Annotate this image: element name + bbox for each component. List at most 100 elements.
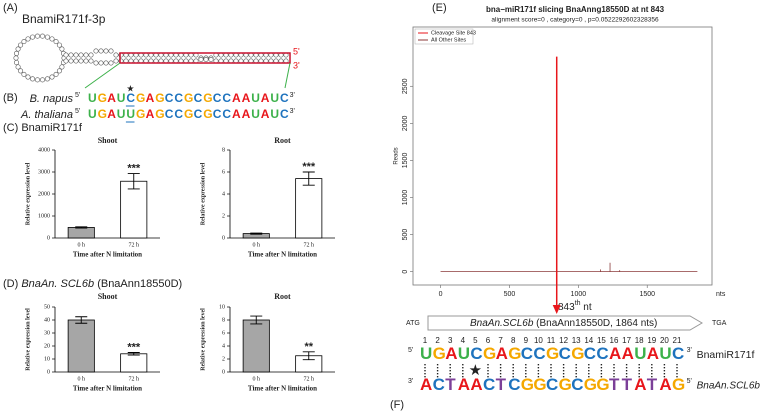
nucleotide bbox=[203, 56, 209, 62]
y-tick-label: 0 bbox=[47, 235, 50, 241]
position: 14 bbox=[584, 336, 593, 345]
y-tick-label: 1000 bbox=[402, 190, 409, 206]
base: G bbox=[483, 344, 496, 363]
base: C bbox=[174, 91, 183, 105]
nucleotide bbox=[68, 52, 74, 58]
base: U bbox=[458, 344, 470, 363]
arrow-unit: nt bbox=[581, 302, 592, 313]
base: G bbox=[508, 344, 521, 363]
base: U bbox=[88, 91, 97, 105]
nucleotide bbox=[53, 39, 59, 45]
panel-label: (C) bbox=[3, 122, 18, 134]
five-prime: 5' bbox=[687, 378, 692, 385]
base: A bbox=[242, 91, 251, 105]
base: C bbox=[508, 375, 520, 394]
base: G bbox=[98, 107, 107, 121]
three-prime: 3' bbox=[293, 60, 300, 70]
position: 5 bbox=[473, 336, 478, 345]
base: A bbox=[458, 375, 470, 394]
panel-title: BnamiR171f-3p bbox=[22, 12, 106, 26]
position: 15 bbox=[597, 336, 606, 345]
position: 9 bbox=[524, 336, 529, 345]
base: T bbox=[445, 375, 456, 394]
sequence: ACT AACT CGGCGCGGT T AT AG bbox=[420, 375, 685, 394]
base: G bbox=[546, 344, 559, 363]
y-tick-label: 4000 bbox=[38, 147, 50, 153]
base: U bbox=[251, 107, 260, 121]
base: U bbox=[251, 91, 260, 105]
chart-title: Shoot bbox=[98, 292, 118, 301]
alignment: B. napus 5' UGAUCGAGCCGCGCCAAUAUC 3'A. thal… bbox=[20, 83, 295, 123]
y-axis-label: Relative expression level bbox=[25, 308, 31, 371]
nucleotide bbox=[208, 56, 214, 62]
position: 8 bbox=[511, 336, 516, 345]
legend-box bbox=[414, 28, 474, 45]
x-axis-label: Time after N limitation bbox=[248, 251, 317, 259]
y-tick-label: 2 bbox=[222, 213, 225, 219]
bar bbox=[242, 319, 270, 373]
base: C bbox=[165, 91, 174, 105]
nucleotide bbox=[40, 77, 46, 83]
nucleotide bbox=[14, 60, 20, 66]
y-tick-label: 30 bbox=[44, 330, 50, 336]
y-tick-label: 0 bbox=[222, 369, 225, 375]
nucleotide bbox=[30, 76, 36, 82]
x-tick-label: 0 h bbox=[78, 376, 86, 382]
position: 2 bbox=[435, 336, 440, 345]
position: 3 bbox=[448, 336, 453, 345]
position: 11 bbox=[547, 336, 556, 345]
y-axis-label: Relative expression level bbox=[200, 308, 206, 371]
y-tick-label: 2000 bbox=[38, 191, 50, 197]
base: C bbox=[559, 344, 571, 363]
rna-structure bbox=[13, 33, 289, 83]
base: C bbox=[213, 91, 222, 105]
nucleotide bbox=[18, 42, 24, 48]
base: A bbox=[261, 91, 270, 105]
base: A bbox=[242, 107, 251, 121]
base: C bbox=[521, 344, 533, 363]
five-prime: 5' bbox=[408, 347, 413, 354]
nucleotide bbox=[13, 55, 19, 61]
gene-name: BnaAn. SCL6b bbox=[21, 278, 94, 290]
bar bbox=[67, 319, 95, 373]
bar bbox=[295, 178, 323, 239]
x-tick-label: 0 h bbox=[253, 376, 261, 382]
base: A bbox=[445, 344, 457, 363]
error-bar bbox=[127, 352, 140, 356]
position: 16 bbox=[610, 336, 619, 345]
gene-id: (BnaAnn18550D) bbox=[97, 278, 182, 290]
base: G bbox=[136, 107, 145, 121]
y-tick-label: 8 bbox=[222, 147, 225, 153]
base: C bbox=[280, 91, 289, 105]
panel-label: (A) bbox=[3, 2, 18, 14]
three-prime: 3' bbox=[687, 347, 692, 354]
y-tick-label: 50 bbox=[44, 304, 50, 310]
y-tick-label: 1000 bbox=[38, 213, 50, 219]
nucleotide bbox=[14, 50, 20, 56]
base: A bbox=[609, 344, 621, 363]
y-tick-label: 10 bbox=[44, 356, 50, 362]
base: U bbox=[117, 107, 126, 121]
significance: *** bbox=[127, 162, 141, 174]
sequence: UGAUUGAGCCGCGCCAAUAUC bbox=[88, 107, 289, 121]
nucleotide bbox=[15, 64, 21, 70]
y-tick-label: 0 bbox=[47, 369, 50, 375]
y-tick-label: 20 bbox=[44, 343, 50, 349]
nucleotide bbox=[40, 33, 46, 39]
base: G bbox=[98, 91, 107, 105]
base: U bbox=[420, 344, 432, 363]
error-bar bbox=[250, 315, 263, 325]
base: U bbox=[659, 344, 671, 363]
base: T bbox=[496, 375, 507, 394]
nucleotide bbox=[113, 52, 119, 58]
species: B. napus bbox=[30, 93, 74, 105]
nucleotide bbox=[44, 34, 50, 40]
base: C bbox=[194, 107, 203, 121]
five-prime: 5' bbox=[75, 92, 80, 99]
base: U bbox=[270, 91, 279, 105]
base: A bbox=[232, 91, 241, 105]
nucleotide bbox=[108, 48, 114, 54]
base: C bbox=[584, 344, 596, 363]
significance: *** bbox=[302, 161, 316, 173]
